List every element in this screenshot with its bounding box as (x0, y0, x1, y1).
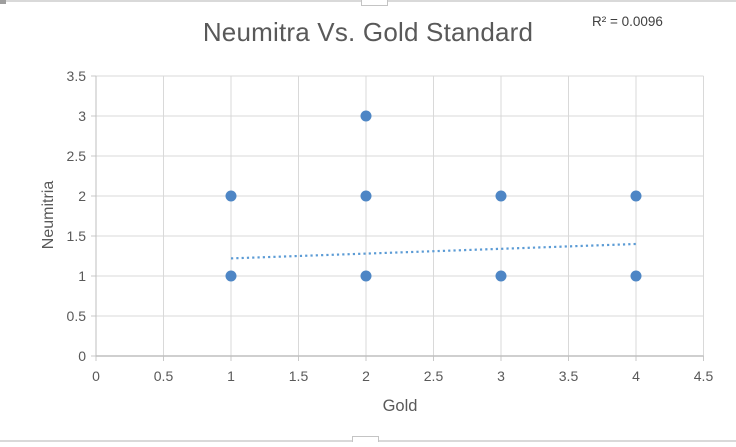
y-tick-label: 3.5 (67, 68, 87, 84)
data-point[interactable] (360, 190, 372, 202)
x-tick-label: 2.5 (424, 368, 444, 384)
y-tick-label: 2.5 (67, 148, 87, 164)
data-point[interactable] (225, 270, 237, 282)
y-tick-label: 3 (78, 108, 86, 124)
y-tick-label: 1 (78, 268, 86, 284)
x-tick-label: 1 (227, 368, 235, 384)
data-point[interactable] (225, 190, 237, 202)
trendline[interactable] (230, 242, 637, 260)
data-point[interactable] (630, 270, 642, 282)
x-tick-label: 0.5 (154, 368, 174, 384)
data-point[interactable] (630, 190, 642, 202)
r-squared-label[interactable]: R² = 0.0096 (592, 14, 663, 29)
x-tick-label: 3.5 (559, 368, 579, 384)
y-tick-label: 1.5 (67, 228, 87, 244)
x-tick-label: 2 (362, 368, 370, 384)
data-point[interactable] (495, 190, 507, 202)
worksheet-corner-fragment (0, 0, 6, 4)
x-tick-label: 4 (632, 368, 640, 384)
y-tick-label: 2 (78, 188, 86, 204)
chart-resize-handle-top[interactable] (361, 0, 388, 6)
y-tick-label: 0.5 (67, 308, 87, 324)
x-tick-label: 0 (92, 368, 100, 384)
data-point[interactable] (360, 110, 372, 122)
y-tick-label: 0 (78, 348, 86, 364)
x-axis-title[interactable]: Gold (382, 397, 418, 415)
x-tick-label: 1.5 (289, 368, 309, 384)
chart-resize-handle-bottom[interactable] (352, 436, 379, 442)
x-tick-label: 4.5 (694, 368, 714, 384)
data-point[interactable] (360, 270, 372, 282)
data-point[interactable] (495, 270, 507, 282)
chart-title[interactable]: Neumitra Vs. Gold Standard (202, 17, 534, 47)
x-tick-label: 3 (497, 368, 505, 384)
